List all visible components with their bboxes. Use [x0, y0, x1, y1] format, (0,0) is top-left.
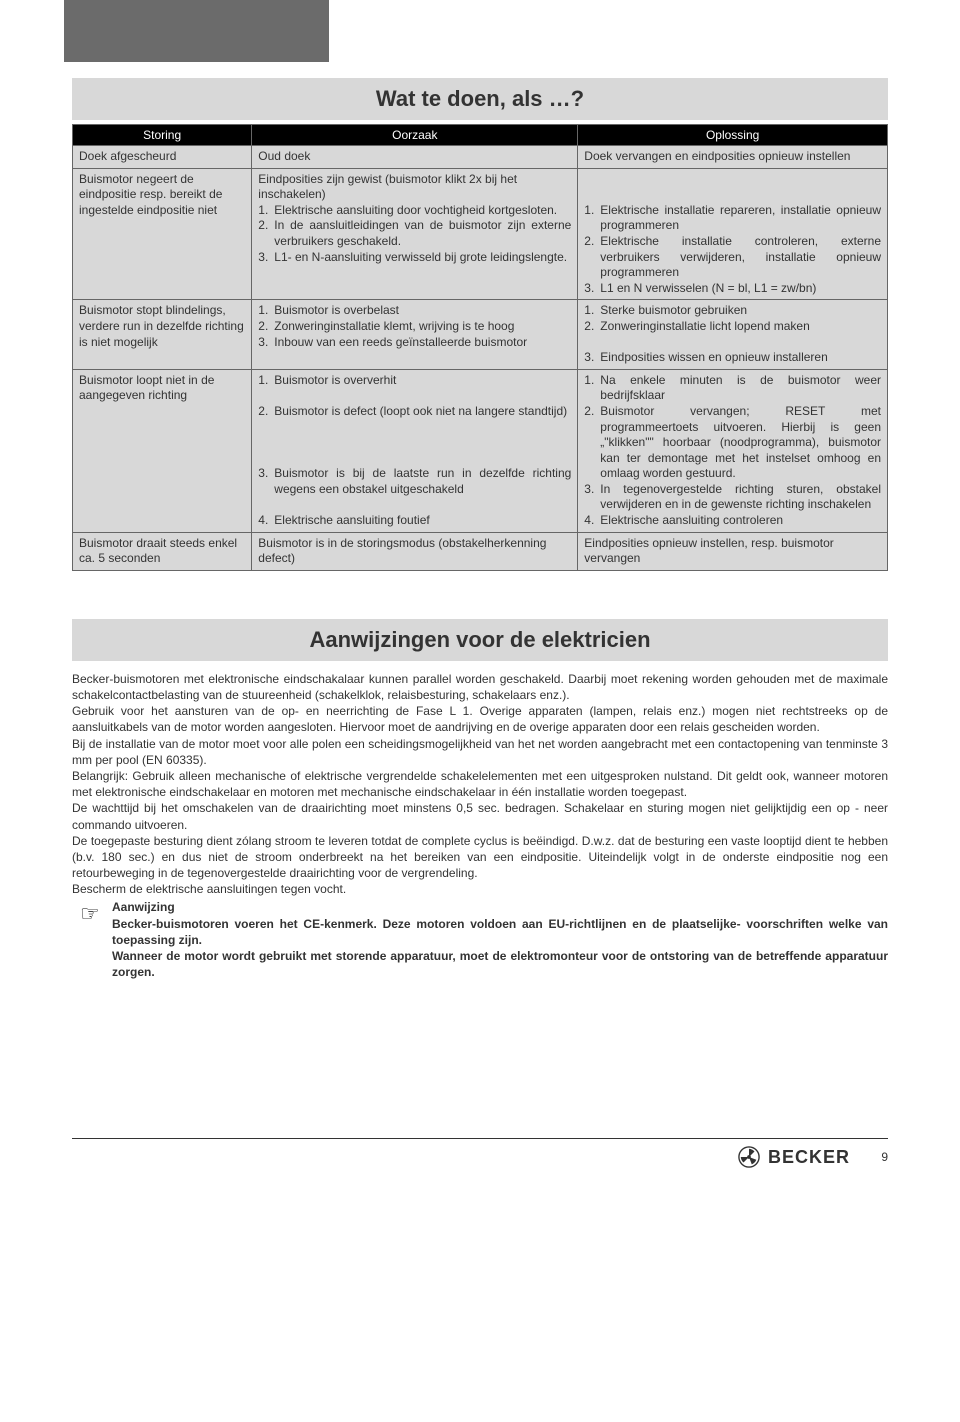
list-item: 4.Elektrische aansluiting foutief	[258, 513, 571, 529]
cell-storing: Doek afgescheurd	[73, 146, 252, 169]
hand-pointing-icon: ☞	[72, 899, 112, 980]
list-item: 2.Zonweringinstallatie licht lopend make…	[584, 319, 881, 335]
list-item: 3.L1 en N verwisselen (N = bl, L1 = zw/b…	[584, 281, 881, 297]
notice-line: Becker-buismotoren voeren het CE-kenmerk…	[112, 916, 888, 948]
list-item: 1.Sterke buismotor gebruiken	[584, 303, 881, 319]
table-header-row: Storing Oorzaak Oplossing	[73, 125, 888, 146]
cell-oorzaak: Oud doek	[252, 146, 578, 169]
table-row: Buismotor loopt niet in de aangegeven ri…	[73, 369, 888, 532]
page-content: Wat te doen, als …? Storing Oorzaak Oplo…	[0, 0, 960, 980]
list-item: 3.Eindposities wissen en opnieuw install…	[584, 350, 881, 366]
paragraph: Belangrijk: Gebruik alleen mechanische o…	[72, 768, 888, 800]
cell-storing: Buismotor draait steeds enkel ca. 5 seco…	[73, 532, 252, 570]
header-oplossing: Oplossing	[578, 125, 888, 146]
cell-storing: Buismotor stopt blindelings, verdere run…	[73, 300, 252, 369]
table-row: Doek afgescheurd Oud doek Doek vervangen…	[73, 146, 888, 169]
table-row: Buismotor draait steeds enkel ca. 5 seco…	[73, 532, 888, 570]
notice-box: ☞ Aanwijzing Becker-buismotoren voeren h…	[72, 899, 888, 980]
table-row: Buismotor stopt blindelings, verdere run…	[73, 300, 888, 369]
cell-oorzaak: 1.Buismotor is oververhit 2.Buismotor is…	[252, 369, 578, 532]
list-item: 1.Buismotor is oververhit	[258, 373, 571, 389]
cell-oplossing: 1.Elektrische installatie repareren, ins…	[578, 168, 888, 300]
section-2-title: Aanwijzingen voor de elektricien	[72, 627, 888, 653]
paragraph: Bescherm de elektrische aansluitingen te…	[72, 881, 888, 897]
list-item: 2.Zonweringinstallatie klemt, wrijving i…	[258, 319, 571, 335]
list-item: 2.Buismotor is defect (loopt ook niet na…	[258, 404, 571, 420]
notice-line: Wanneer de motor wordt gebruikt met stor…	[112, 948, 888, 980]
list-item: 2.Elektrische installatie controleren, e…	[584, 234, 881, 281]
list-item: 3.In tegenovergestelde richting sturen, …	[584, 482, 881, 513]
cell-storing: Buismotor negeert de eindpositie resp. b…	[73, 168, 252, 300]
header-gray-box	[64, 0, 329, 62]
list-item: 4.Elektrische aansluiting controleren	[584, 513, 881, 529]
list-item: 3.L1- en N-aansluiting verwisseld bij gr…	[258, 250, 571, 266]
section-2: Aanwijzingen voor de elektricien Becker-…	[72, 619, 888, 981]
cell-oplossing: Doek vervangen en eindposities opnieuw i…	[578, 146, 888, 169]
brand-name: BECKER	[768, 1147, 850, 1168]
list-item: 3.Buismotor is bij de laatste run in dez…	[258, 466, 571, 497]
cell-oorzaak: 1.Buismotor is overbelast 2.Zonweringins…	[252, 300, 578, 369]
section-1-title-bar: Wat te doen, als …?	[72, 78, 888, 120]
cell-oorzaak: Eindposities zijn gewist (buismotor klik…	[252, 168, 578, 300]
paragraph: Bij de installatie van de motor moet voo…	[72, 736, 888, 768]
footer-rule	[72, 1138, 888, 1139]
list-item: 1.Buismotor is overbelast	[258, 303, 571, 319]
cell-storing: Buismotor loopt niet in de aangegeven ri…	[73, 369, 252, 532]
cell-oplossing: Eindposities opnieuw instellen, resp. bu…	[578, 532, 888, 570]
cell-oplossing: 1.Na enkele minuten is de buismotor weer…	[578, 369, 888, 532]
section-2-title-bar: Aanwijzingen voor de elektricien	[72, 619, 888, 661]
notice-body: Aanwijzing Becker-buismotoren voeren het…	[112, 899, 888, 980]
troubleshooting-table: Storing Oorzaak Oplossing Doek afgescheu…	[72, 124, 888, 571]
list-item: 1.Elektrische aansluiting door vochtighe…	[258, 203, 571, 219]
paragraph: De wachttijd bij het omschakelen van de …	[72, 800, 888, 832]
list-item: 3.Inbouw van een reeds geïnstalleerde bu…	[258, 335, 571, 351]
table-row: Buismotor negeert de eindpositie resp. b…	[73, 168, 888, 300]
page-footer: BECKER 9	[0, 1120, 960, 1180]
section-1-title: Wat te doen, als …?	[72, 86, 888, 112]
paragraph: Becker-buismotoren met elektronische ein…	[72, 671, 888, 703]
oorzaak-intro: Eindposities zijn gewist (buismotor klik…	[258, 172, 571, 203]
header-storing: Storing	[73, 125, 252, 146]
list-item: 2.In de aansluitleidingen van de buismot…	[258, 218, 571, 249]
becker-fan-icon	[738, 1146, 760, 1168]
brand-logo: BECKER	[738, 1146, 850, 1168]
paragraph: De toegepaste besturing dient zólang str…	[72, 833, 888, 882]
notice-title: Aanwijzing	[112, 899, 888, 915]
cell-oplossing: 1.Sterke buismotor gebruiken 2.Zonwering…	[578, 300, 888, 369]
paragraph: Gebruik voor het aansturen van de op- en…	[72, 703, 888, 735]
list-item: 1.Elektrische installatie repareren, ins…	[584, 203, 881, 234]
header-oorzaak: Oorzaak	[252, 125, 578, 146]
page-number: 9	[881, 1150, 888, 1164]
list-item: 2.Buismotor vervangen; RESET met program…	[584, 404, 881, 482]
cell-oorzaak: Buismotor is in de storingsmodus (obstak…	[252, 532, 578, 570]
list-item: 1.Na enkele minuten is de buismotor weer…	[584, 373, 881, 404]
